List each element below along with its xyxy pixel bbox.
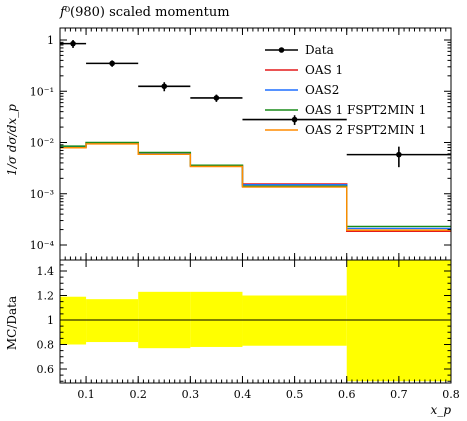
x-tick-label: 0.5 [286,388,304,401]
legend: Data OAS 1 OAS2 OAS 1 FSPT2MIN 1 OAS 2 FSPT2… [265,43,426,137]
legend-series-label: OAS 2 FSPT2MIN 1 [305,123,426,137]
main-plot-panel: 1 10⁻¹ 10⁻² 10⁻³ 10⁻⁴ [30,27,452,261]
data-point [213,95,220,101]
main-y-tick-label: 10⁻² [30,137,54,150]
chart-title: f⁰(980) scaled momentum [59,5,230,20]
main-y-tick-label: 10⁻¹ [30,85,54,98]
x-tick-label: 0.2 [129,388,147,401]
data-point [291,116,298,123]
x-axis-label: x_p [431,403,452,417]
main-y-tick-label: 1 [47,34,54,47]
data-point [70,40,76,47]
data-point [161,83,168,90]
ratio-band-bin [346,260,451,382]
data-point [396,151,402,158]
x-tick-label: 0.7 [390,388,408,401]
ratio-band-bin [190,291,243,347]
ratio-band-bin [86,299,139,343]
legend-series-label: OAS 1 [305,63,343,77]
ratio-y-axis-label: MC/Data [5,296,19,350]
legend-data-marker [278,47,285,53]
ratio-y-tick-label: 1.2 [37,290,55,303]
x-tick-label: 0.1 [77,388,95,401]
main-y-axis-label: 1/σ dσ/dx_p [5,104,19,176]
title-text: ⁰(980) scaled momentum [65,5,230,20]
mc-series-line [60,143,451,231]
ratio-band-bin [60,296,87,345]
ratio-band-bin [242,295,347,346]
ratio-y-tick-label: 0.8 [37,339,55,352]
ratio-y-tick-label: 0.6 [37,363,55,376]
data-point [109,60,115,67]
x-tick-label: 0.4 [234,388,252,401]
x-tick-label: 0.8 [442,388,460,401]
ratio-y-tick-label: 1 [47,314,54,327]
ratio-plot-panel: 0.6 0.8 1 1.2 1.4 0.1 0.2 0.3 0.4 0.5 0.6 0.7 0.8 [37,259,460,401]
main-y-tick-label: 10⁻³ [30,188,54,201]
legend-series-label: OAS2 [305,83,339,97]
x-tick-label: 0.6 [338,388,356,401]
x-tick-label: 0.3 [182,388,200,401]
title-symbol: f [59,5,67,20]
legend-data-label: Data [305,43,334,57]
main-y-tick-label: 10⁻⁴ [30,239,55,252]
legend-series-label: OAS 1 FSPT2MIN 1 [305,103,426,117]
ratio-frame [59,259,452,384]
ratio-y-tick-label: 1.4 [37,265,55,278]
